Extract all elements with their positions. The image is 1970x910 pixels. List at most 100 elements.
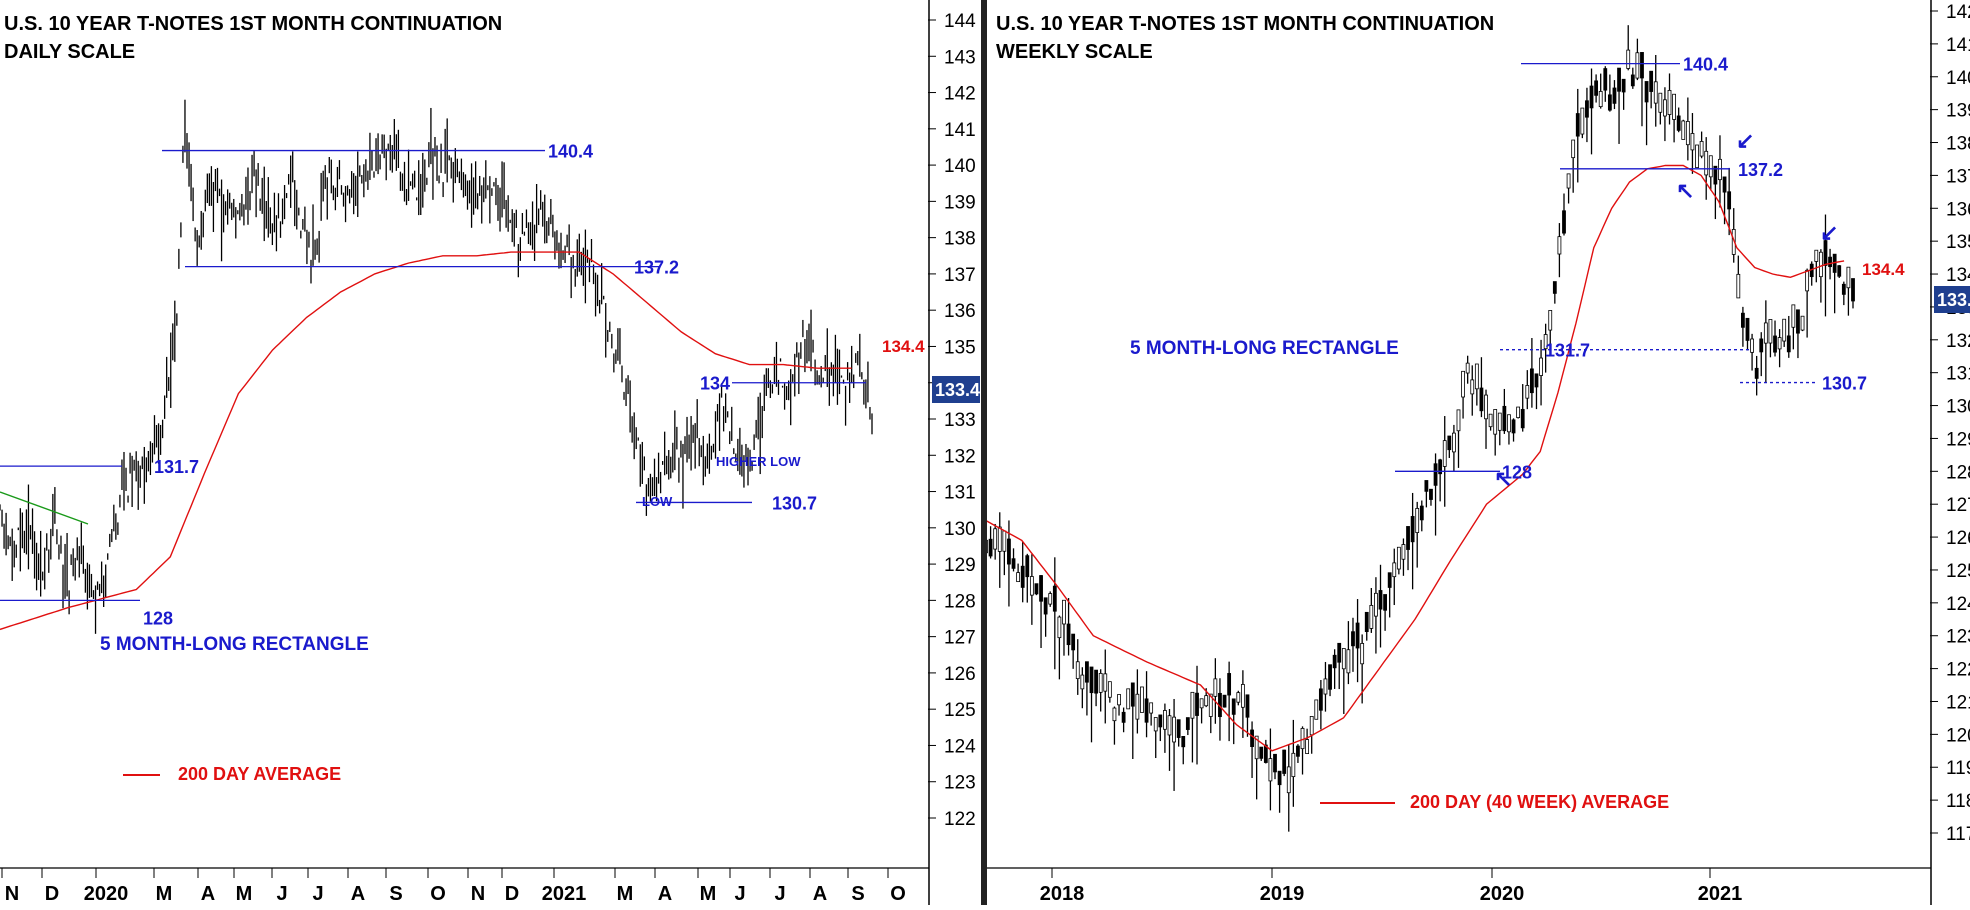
weekly-candle-body — [1663, 100, 1666, 116]
weekly-candle-body — [1728, 192, 1731, 209]
weekly-last-price-label: 133. — [1937, 290, 1970, 310]
weekly-candle-body — [1365, 612, 1368, 631]
weekly-y-tick-label: 128 — [1946, 462, 1970, 483]
weekly-candle-body — [1306, 740, 1309, 754]
daily-y-tick-label: 141 — [944, 120, 976, 141]
weekly-candle-body — [1521, 409, 1524, 427]
daily-y-tick-label: 130 — [944, 519, 976, 540]
daily-x-tick-label: 2021 — [542, 883, 587, 905]
daily-moving-average-line — [0, 252, 852, 629]
weekly-candle-body — [1072, 634, 1075, 650]
weekly-candle-body — [1806, 270, 1809, 291]
weekly-y-tick-label: 138 — [1946, 134, 1970, 155]
daily-ma-end-label: 134.4 — [882, 337, 925, 356]
weekly-candle-body — [1466, 363, 1469, 373]
weekly-candle-body — [1026, 556, 1029, 577]
daily-level-label-137-2: 137.2 — [634, 258, 679, 278]
weekly-candle-body — [1783, 319, 1786, 341]
weekly-candle-body — [1737, 274, 1740, 298]
weekly-candle-body — [1654, 82, 1657, 103]
weekly-candle-body — [1397, 547, 1400, 569]
weekly-y-tick-label: 121 — [1946, 692, 1970, 713]
weekly-candle-body — [1007, 539, 1010, 564]
weekly-candle-body — [1168, 716, 1171, 735]
weekly-candle-body — [1370, 605, 1373, 628]
weekly-candle-body — [1640, 52, 1643, 78]
daily-y-tick-label: 131 — [944, 483, 976, 504]
weekly-candle-body — [1186, 718, 1189, 730]
daily-annotation-5-month-long-rectangle: 5 MONTH-LONG RECTANGLE — [100, 634, 369, 655]
weekly-candle-body — [1191, 692, 1194, 718]
weekly-chart-panel: U.S. 10 YEAR T-NOTES 1ST MONTH CONTINUAT… — [985, 2, 1970, 905]
weekly-candle-body — [1232, 699, 1235, 714]
weekly-candle-body — [1214, 679, 1217, 696]
weekly-candle-body — [1338, 643, 1341, 662]
weekly-candle-body — [1485, 395, 1488, 419]
weekly-candle-body — [1081, 675, 1084, 689]
weekly-candle-body — [1700, 141, 1703, 156]
weekly-candle-body — [1769, 319, 1772, 343]
weekly-y-tick-label: 132 — [1946, 331, 1970, 352]
weekly-candle-body — [1347, 650, 1350, 673]
weekly-candle-body — [1044, 598, 1047, 614]
weekly-candle-body — [1673, 94, 1676, 119]
weekly-candle-body — [1269, 759, 1272, 781]
weekly-candle-body — [1085, 662, 1088, 682]
weekly-candle-body — [1062, 600, 1065, 624]
weekly-candle-body — [1310, 716, 1313, 734]
weekly-candle-body — [1260, 747, 1263, 758]
weekly-candle-body — [1517, 407, 1520, 418]
weekly-moving-average-line — [986, 166, 1844, 751]
weekly-level-label-137-2: 137.2 — [1738, 160, 1783, 180]
daily-x-tick-label: A — [658, 883, 672, 905]
weekly-candle-body — [1503, 406, 1506, 430]
weekly-candle-body — [1329, 665, 1332, 690]
weekly-candle-body — [1755, 368, 1758, 378]
weekly-level-label-140-4: 140.4 — [1683, 55, 1728, 75]
weekly-y-tick-label: 140 — [1946, 68, 1970, 89]
daily-y-tick-label: 133 — [944, 410, 976, 431]
daily-level-label-128: 128 — [143, 608, 173, 628]
daily-y-tick-label: 142 — [944, 84, 976, 105]
weekly-candle-body — [1512, 420, 1515, 433]
daily-y-tick-label: 127 — [944, 628, 976, 649]
weekly-candle-body — [1058, 617, 1061, 638]
weekly-candle-body — [1324, 679, 1327, 694]
weekly-candle-body — [1145, 699, 1148, 722]
daily-x-tick-label: M — [236, 883, 253, 905]
weekly-chart-title: U.S. 10 YEAR T-NOTES 1ST MONTH CONTINUAT… — [996, 13, 1494, 35]
weekly-candle-body — [1154, 718, 1157, 731]
weekly-candle-body — [1393, 563, 1396, 577]
weekly-candle-body — [1319, 689, 1322, 710]
weekly-candle-body — [1585, 101, 1588, 117]
daily-level-label-131-7: 131.7 — [154, 457, 199, 477]
daily-x-tick-label: N — [5, 883, 19, 905]
weekly-candle-body — [1177, 720, 1180, 738]
daily-x-tick-label: M — [617, 883, 634, 905]
weekly-candle-body — [1471, 380, 1474, 394]
weekly-candle-body — [1246, 695, 1249, 717]
weekly-candle-body — [1090, 667, 1093, 693]
weekly-candle-body — [1296, 746, 1299, 756]
weekly-y-tick-label: 135 — [1946, 232, 1970, 253]
weekly-candle-body — [1563, 211, 1566, 233]
weekly-candle-body — [1595, 81, 1598, 95]
weekly-candle-body — [1420, 506, 1423, 520]
weekly-candle-body — [1251, 730, 1254, 747]
daily-y-tick-label: 139 — [944, 192, 976, 213]
daily-y-tick-label: 136 — [944, 301, 976, 322]
weekly-candle-body — [1530, 369, 1533, 393]
weekly-candle-body — [1278, 771, 1281, 785]
weekly-candle-body — [1842, 284, 1845, 294]
weekly-candle-body — [1448, 436, 1451, 450]
weekly-candle-body — [1030, 577, 1033, 596]
daily-x-tick-label: J — [734, 883, 745, 905]
daily-x-tick-label: O — [430, 883, 446, 905]
weekly-y-tick-label: 139 — [1946, 101, 1970, 122]
weekly-candle-body — [1017, 573, 1020, 582]
weekly-candle-body — [1287, 767, 1290, 793]
weekly-candle-body — [1696, 145, 1699, 168]
weekly-candle-body — [1774, 336, 1777, 352]
weekly-candle-body — [1751, 339, 1754, 352]
weekly-candle-body — [1709, 156, 1712, 177]
